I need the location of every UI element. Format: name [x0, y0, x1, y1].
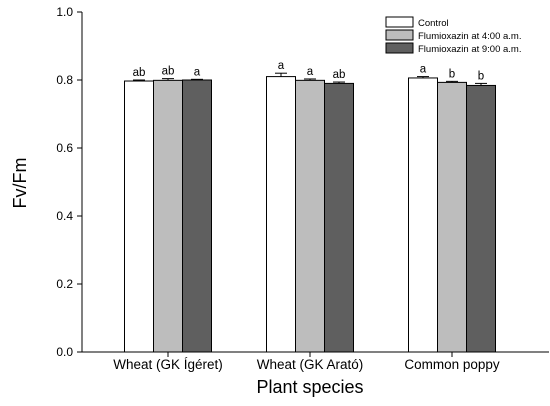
- bar: [153, 79, 183, 353]
- y-tick-label: 0.2: [56, 277, 73, 291]
- y-tick-label: 0.8: [56, 73, 73, 87]
- legend-label: Control: [418, 18, 449, 29]
- x-tick-label: Wheat (GK Arató): [257, 357, 364, 372]
- bar: [324, 82, 354, 353]
- significance-label: ab: [162, 66, 175, 78]
- legend: Control Flumioxazin at 4:00 a.m. Flumioxaz…: [385, 16, 522, 55]
- bar: [437, 81, 467, 353]
- bar: [182, 79, 212, 353]
- plot-area: ab ab aa a ab a b b: [124, 60, 496, 353]
- y-tick-label: 1.0: [56, 5, 73, 19]
- x-tick-label: Common poppy: [404, 357, 500, 372]
- significance-label: a: [278, 60, 285, 72]
- bar: [266, 76, 296, 353]
- significance-label: b: [449, 68, 455, 80]
- legend-label: Flumioxazin at 4:00 a.m.: [418, 31, 522, 42]
- legend-swatch: [385, 42, 414, 54]
- y-axis-title: Fv/Fm: [10, 158, 30, 209]
- y-tick-label: 0.4: [56, 209, 73, 223]
- significance-label: a: [307, 66, 314, 78]
- legend-label: Flumioxazin at 9:00 a.m.: [418, 44, 522, 55]
- bar: [408, 77, 438, 353]
- y-axis: 0.0 0.2 0.4 0.6 0.8 1.0: [56, 5, 83, 359]
- y-tick-label: 0.6: [56, 141, 73, 155]
- bar: [466, 84, 496, 353]
- bar: [124, 80, 154, 353]
- legend-swatch: [385, 16, 414, 28]
- legend-swatch: [385, 29, 414, 41]
- y-tick-label: 0.0: [56, 345, 73, 359]
- significance-label: ab: [333, 69, 346, 81]
- x-axis-title: Plant species: [256, 377, 363, 397]
- significance-label: ab: [133, 67, 146, 79]
- x-tick-label: Wheat (GK Ígéret): [113, 357, 223, 372]
- x-axis: Wheat (GK Ígéret) Wheat (GK Arató) Common …: [82, 351, 549, 372]
- significance-label: a: [194, 66, 201, 78]
- significance-label: a: [420, 64, 427, 76]
- significance-label: b: [478, 70, 484, 82]
- bar: [295, 79, 325, 353]
